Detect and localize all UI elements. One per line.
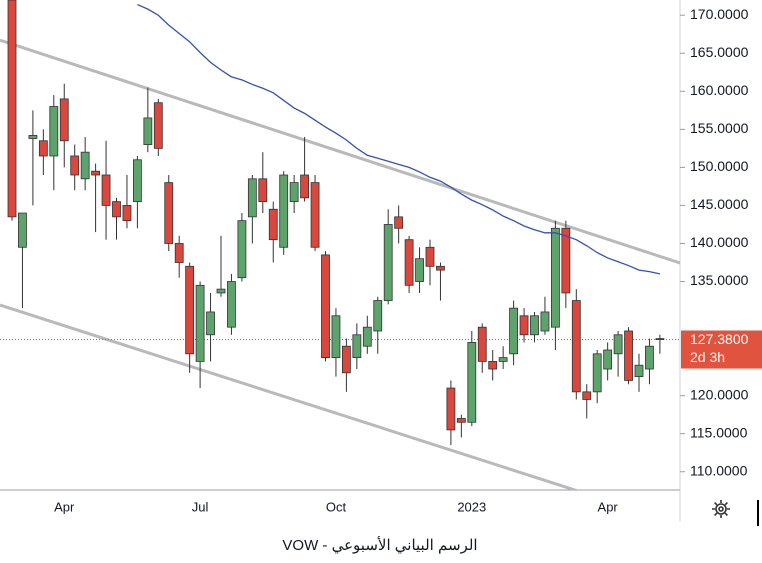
countdown-label: 2d 3h [690, 349, 725, 365]
candle-body [415, 258, 424, 282]
y-tick-label: 140.0000 [690, 234, 749, 250]
candle-body [603, 349, 613, 370]
y-tick-label: 135.0000 [690, 272, 749, 288]
candle-body [247, 178, 257, 218]
y-tick-label: 160.0000 [690, 82, 749, 98]
y-tick-label: 115.0000 [690, 424, 748, 440]
candle-body [645, 345, 654, 370]
candle-body [571, 300, 581, 393]
candle-body [153, 102, 163, 149]
candle-body [164, 182, 174, 244]
axes: 170.0000 165.0000 160.0000 155.0000 150.0000… [54, 6, 762, 514]
x-tick-label: 2023 [457, 499, 486, 514]
candle-body [592, 353, 602, 393]
candle-body [112, 201, 121, 218]
candle-body [216, 288, 226, 294]
last-price-box [681, 330, 762, 369]
x-tick-label: Apr [598, 499, 619, 514]
candle-body [258, 178, 268, 203]
candle-body [80, 151, 90, 180]
candle-body [59, 98, 69, 142]
candle-body [655, 338, 665, 340]
candle-body [634, 364, 644, 378]
candle-body [624, 330, 633, 381]
plot-area [0, 0, 680, 490]
candle-body [352, 334, 362, 359]
candle-body [70, 155, 80, 176]
y-tick-label: 150.0000 [690, 158, 749, 174]
candle-body [467, 341, 477, 423]
last-price-label: 127.3800 [690, 331, 749, 347]
y-tick-label: 155.0000 [690, 120, 749, 136]
candle-body [436, 265, 445, 271]
candle-body [289, 182, 299, 203]
candle-body [582, 391, 592, 400]
candle-body [425, 246, 435, 267]
candle-body [206, 311, 215, 336]
candle-body [300, 174, 310, 199]
candle-body [101, 174, 111, 206]
candle-body [519, 315, 529, 336]
candle-body [174, 243, 184, 263]
candle-body [383, 224, 393, 301]
candle-body [446, 387, 456, 431]
candle-body [195, 284, 205, 362]
y-tick-label: 110.0000 [690, 462, 748, 478]
candle-body [331, 315, 341, 359]
x-tick-label: Apr [54, 499, 75, 514]
caption: الرسم البياني الأسبوعي - VOW [282, 536, 477, 554]
candle-body [509, 307, 519, 355]
y-tick-label: 145.0000 [690, 196, 749, 212]
candle-body [91, 170, 100, 176]
candle-body [394, 216, 404, 229]
y-tick-label: 165.0000 [690, 44, 749, 60]
candle-body [456, 418, 466, 423]
candle-body [143, 117, 153, 145]
candle-body [7, 0, 17, 218]
trendline [0, 303, 580, 490]
candle-body [185, 265, 195, 355]
candle-body [18, 212, 27, 248]
x-tick-label: Oct [326, 499, 347, 514]
settings-icon[interactable] [712, 500, 730, 518]
candle-body [551, 227, 560, 328]
candle-body [268, 208, 278, 241]
candle-body [488, 361, 498, 370]
candle-body [227, 281, 236, 328]
candle-body [321, 254, 330, 359]
candle-body [613, 334, 623, 355]
candle-body [498, 357, 508, 362]
x-tick-label: Jul [192, 499, 209, 514]
candle-body [279, 174, 289, 248]
candle-body [38, 140, 48, 157]
candle-body [341, 345, 351, 374]
candle-body [237, 220, 247, 279]
candle-body [540, 311, 550, 332]
candle-body [122, 205, 132, 222]
candle-body [28, 135, 38, 139]
candle-body [132, 159, 142, 203]
candle-body [477, 326, 487, 362]
candle-body [49, 106, 59, 157]
candle-body [404, 239, 414, 286]
candle-body [561, 227, 571, 294]
trendline [0, 38, 680, 265]
candle-body [530, 315, 539, 336]
y-tick-label: 120.0000 [690, 386, 749, 402]
candle-body [373, 300, 383, 332]
moving-average [137, 3, 661, 275]
candle-body [362, 326, 372, 347]
y-tick-label: 170.0000 [690, 6, 749, 22]
candle-body [310, 182, 320, 248]
